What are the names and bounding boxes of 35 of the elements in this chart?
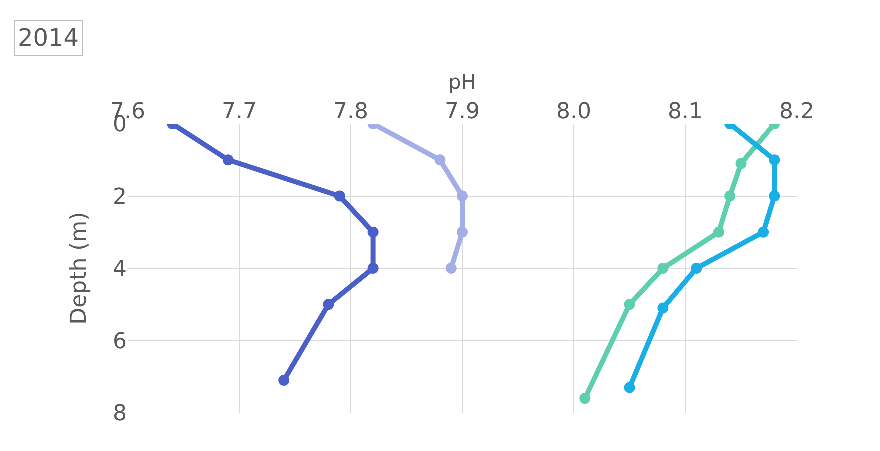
point: [434, 154, 446, 166]
y-tick-label: 6: [113, 329, 127, 354]
point: [368, 226, 379, 238]
point: [624, 382, 636, 394]
point: [769, 154, 780, 166]
point: [713, 226, 724, 238]
point: [658, 263, 669, 274]
point: [334, 190, 346, 202]
x-tick-label: 8.0: [556, 100, 592, 125]
x-tick-label: 7.8: [334, 100, 368, 125]
point: [457, 190, 468, 202]
point: [222, 154, 234, 166]
x-tick-label: 7.9: [445, 100, 480, 125]
x-tick-label: 8.1: [668, 100, 703, 125]
y-tick-label: 8: [113, 402, 127, 427]
point: [457, 226, 468, 238]
point: [368, 263, 379, 274]
point: [724, 190, 736, 202]
point: [658, 302, 669, 314]
point: [769, 190, 780, 202]
point: [580, 393, 591, 404]
point: [691, 263, 702, 274]
point: [323, 299, 334, 310]
point: [624, 299, 636, 310]
x-tick-label: 8.2: [780, 100, 814, 125]
point: [446, 263, 457, 274]
y-axis-title: Depth (m): [66, 212, 92, 325]
point: [736, 158, 747, 170]
x-tick-label: 7.7: [222, 100, 257, 125]
text: 2014: [18, 24, 80, 52]
x-axis-title: pH: [448, 70, 476, 94]
y-tick-label: 2: [113, 184, 127, 210]
point: [278, 374, 290, 386]
point: [758, 226, 770, 238]
y-tick-label: 4: [113, 257, 127, 282]
